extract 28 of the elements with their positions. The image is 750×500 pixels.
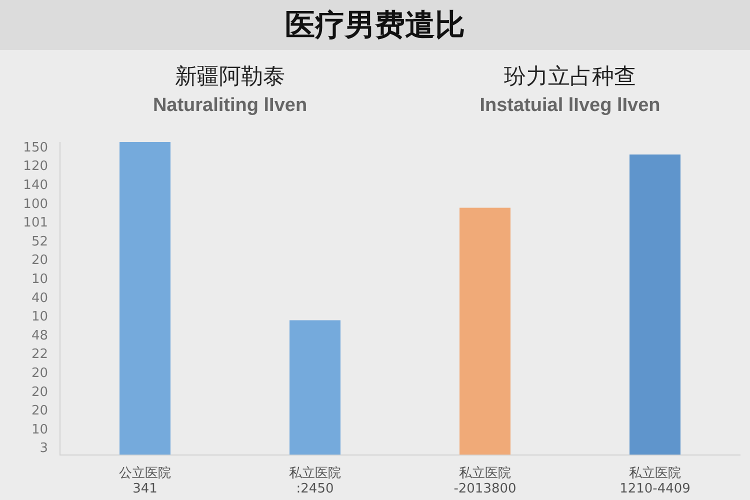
text: 48 <box>31 328 48 344</box>
text: 10 <box>31 310 48 325</box>
text: 150 <box>23 140 48 156</box>
text: 3 <box>40 441 48 456</box>
text: 20 <box>31 253 48 268</box>
bar <box>290 320 340 455</box>
bar <box>630 154 680 455</box>
text: 20 <box>31 366 48 381</box>
text: 玢力立占种查 Instatuial lIveg lIven <box>480 64 660 116</box>
text: 40 <box>31 290 48 306</box>
text: 120 <box>23 159 48 174</box>
text: 20 <box>31 384 48 400</box>
x-tick-label: 私立医院 1210-4409 <box>620 464 690 497</box>
text: 52 <box>31 234 48 250</box>
text: 140 <box>23 178 48 193</box>
x-tick-label: 私立医院 :2450 <box>289 464 341 497</box>
text: 100 <box>23 196 48 212</box>
text: 10 <box>31 422 48 438</box>
text: 20 <box>31 404 48 419</box>
text: 101 <box>23 216 48 231</box>
text: 22 <box>31 347 48 362</box>
x-tick-label: 公立医院 341 <box>119 464 171 497</box>
chart-title: 医疗男费遣比 <box>0 0 750 50</box>
bar <box>460 208 510 455</box>
x-tick-label: 私立医院 -2013800 <box>454 464 516 497</box>
text: 10 <box>31 272 48 287</box>
text: 新疆阿勒泰 Naturaliting lIven <box>152 64 308 116</box>
bar <box>120 142 170 455</box>
